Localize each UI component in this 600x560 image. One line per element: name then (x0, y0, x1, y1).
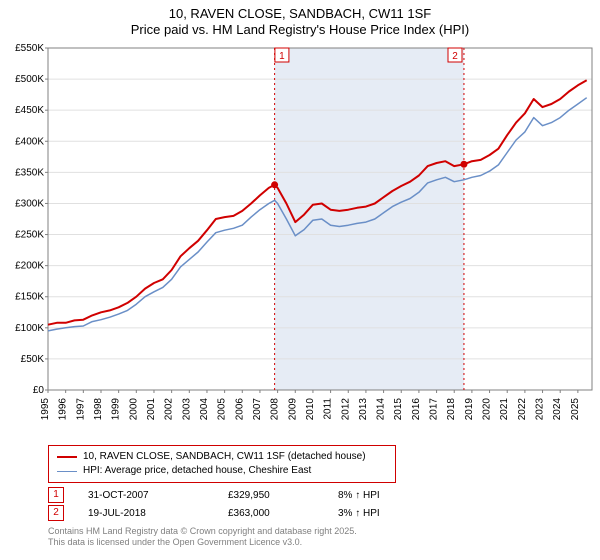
svg-text:2021: 2021 (499, 398, 510, 421)
legend-label: 10, RAVEN CLOSE, SANDBACH, CW11 1SF (det… (83, 450, 366, 464)
svg-text:2025: 2025 (570, 398, 581, 421)
chart-area: £0 £50K £100K £150K £200K £250K £300K £350K £400… (0, 40, 600, 440)
svg-text:2016: 2016 (411, 398, 422, 421)
chart-titles: 10, RAVEN CLOSE, SANDBACH, CW11 1SF Pric… (0, 0, 600, 39)
svg-text:1996: 1996 (58, 398, 69, 421)
table-row: 2 19-JUL-2018£363,0003% ↑ HPI (48, 504, 448, 522)
marker-date: 31-OCT-2007 (88, 490, 228, 501)
svg-text:£200K: £200K (15, 261, 44, 272)
svg-text:2002: 2002 (164, 398, 175, 421)
marker-price: £329,950 (228, 490, 338, 501)
svg-text:2005: 2005 (217, 398, 228, 421)
svg-text:2001: 2001 (146, 398, 157, 421)
svg-text:2020: 2020 (482, 398, 493, 421)
svg-text:£50K: £50K (21, 354, 45, 365)
svg-text:2019: 2019 (464, 398, 475, 421)
svg-text:2024: 2024 (552, 398, 563, 421)
legend-swatch (57, 471, 77, 472)
svg-text:£550K: £550K (15, 43, 44, 54)
svg-text:2: 2 (452, 51, 458, 62)
marker-badge: 2 (48, 505, 64, 521)
svg-text:£300K: £300K (15, 198, 44, 209)
svg-text:£150K: £150K (15, 292, 44, 303)
svg-text:2003: 2003 (181, 398, 192, 421)
footer-text: Contains HM Land Registry data © Crown c… (48, 526, 357, 549)
svg-text:1997: 1997 (75, 398, 86, 421)
legend-swatch (57, 456, 77, 458)
title-line1: 10, RAVEN CLOSE, SANDBACH, CW11 1SF (0, 6, 600, 22)
svg-text:2009: 2009 (287, 398, 298, 421)
legend-label: HPI: Average price, detached house, Ches… (83, 464, 311, 478)
legend-row: 10, RAVEN CLOSE, SANDBACH, CW11 1SF (det… (57, 450, 387, 464)
svg-text:2006: 2006 (234, 398, 245, 421)
svg-text:2012: 2012 (340, 398, 351, 421)
marker-table: 1 31-OCT-2007£329,9508% ↑ HPI 2 19-JUL-2018… (48, 486, 448, 522)
legend-row: HPI: Average price, detached house, Ches… (57, 464, 387, 478)
marker-change: 8% ↑ HPI (338, 490, 448, 501)
svg-text:2011: 2011 (323, 398, 334, 420)
svg-text:£350K: £350K (15, 167, 44, 178)
svg-text:2015: 2015 (393, 398, 404, 421)
svg-text:2010: 2010 (305, 398, 316, 421)
svg-text:2004: 2004 (199, 398, 210, 421)
marker-change: 3% ↑ HPI (338, 508, 448, 519)
footer-line2: This data is licensed under the Open Gov… (48, 537, 357, 548)
svg-text:£450K: £450K (15, 105, 44, 116)
chart-svg: £0 £50K £100K £150K £200K £250K £300K £350K £400… (0, 40, 600, 440)
table-row: 1 31-OCT-2007£329,9508% ↑ HPI (48, 486, 448, 504)
marker-date: 19-JUL-2018 (88, 508, 228, 519)
svg-text:1995: 1995 (40, 398, 51, 421)
svg-text:2013: 2013 (358, 398, 369, 421)
svg-text:£500K: £500K (15, 74, 44, 85)
svg-text:£0: £0 (33, 385, 45, 396)
svg-text:2008: 2008 (270, 398, 281, 421)
svg-text:2000: 2000 (128, 398, 139, 421)
svg-text:£250K: £250K (15, 230, 44, 241)
legend-box: 10, RAVEN CLOSE, SANDBACH, CW11 1SF (det… (48, 445, 396, 483)
svg-text:2017: 2017 (429, 398, 440, 421)
svg-text:2014: 2014 (376, 398, 387, 421)
svg-text:2007: 2007 (252, 398, 263, 421)
title-line2: Price paid vs. HM Land Registry's House … (0, 22, 600, 38)
svg-text:£100K: £100K (15, 323, 44, 334)
svg-text:2023: 2023 (535, 398, 546, 421)
svg-text:£400K: £400K (15, 136, 44, 147)
svg-text:1998: 1998 (93, 398, 104, 421)
svg-text:2018: 2018 (446, 398, 457, 421)
svg-text:1: 1 (279, 51, 285, 62)
marker-price: £363,000 (228, 508, 338, 519)
marker-badge: 1 (48, 487, 64, 503)
svg-text:1999: 1999 (111, 398, 122, 421)
svg-text:2022: 2022 (517, 398, 528, 421)
footer-line1: Contains HM Land Registry data © Crown c… (48, 526, 357, 537)
